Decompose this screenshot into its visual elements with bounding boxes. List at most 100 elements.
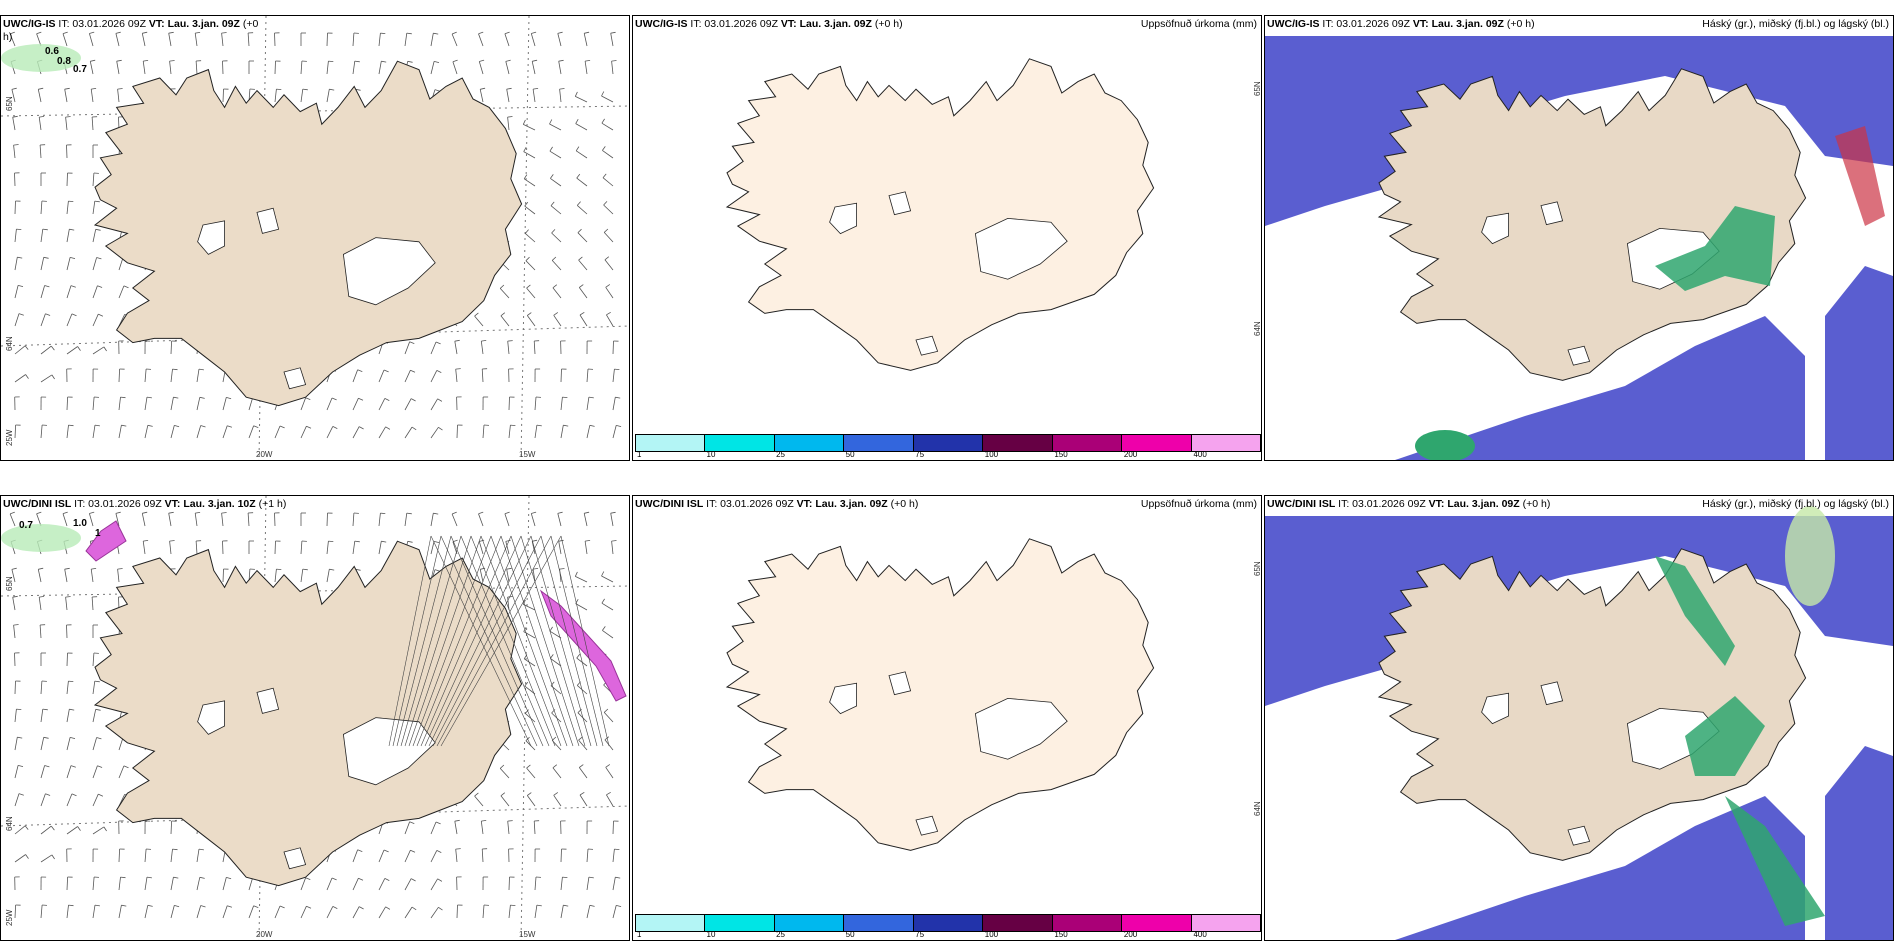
panel-header: UWC/DINI ISL IT: 03.01.2026 09Z VT: Lau.…: [635, 498, 918, 511]
contour-value-label: 1.0: [73, 518, 87, 529]
map-canvas: [725, 538, 1155, 851]
colorbar-ticks: 1 10 25 50 75 100 150 200 400: [635, 930, 1261, 940]
panel-bottom-right: UWC/DINI ISL IT: 03.01.2026 09Z VT: Lau.…: [1264, 495, 1894, 941]
colorbar-tick-label: 75: [915, 450, 925, 459]
glacier-2: [256, 207, 280, 234]
model-name: UWC/IG-IS: [1267, 18, 1320, 30]
colorbar-tick-label: 50: [845, 930, 855, 939]
precip-area: [1, 44, 81, 72]
colorbar-swatch: [1191, 435, 1260, 451]
colorbar-swatch: [1122, 435, 1192, 451]
panel-header: UWC/DINI ISL IT: 03.01.2026 09Z VT: Lau.…: [3, 498, 286, 511]
forecast-offset: (+1 h): [255, 498, 287, 510]
contour-value-label: 0.7: [73, 64, 87, 75]
colorbar-tick-label: 25: [776, 930, 786, 939]
colorbar-swatch: [636, 915, 706, 931]
colorbar-swatch: [774, 915, 845, 931]
glacier-4: [283, 847, 307, 870]
colorbar-tick-label: 50: [845, 450, 855, 459]
lon-label: 15W: [519, 450, 536, 459]
field-title: Háský (gr.), miðský (fj.bl.) og lágský (…: [1702, 18, 1889, 30]
mid-cloud-area: [1685, 696, 1765, 776]
glacier-3: [974, 697, 1068, 760]
model-name: UWC/IG-IS: [635, 18, 688, 30]
valid-time: VT: Lau. 3.jan. 09Z: [148, 18, 240, 30]
map-canvas: [1, 16, 629, 460]
lat-label: 64N: [1253, 321, 1262, 336]
glacier-3: [342, 717, 436, 786]
lon-label: 20W: [256, 930, 273, 939]
init-time: IT: 03.01.2026 09Z: [687, 18, 781, 30]
init-time: IT: 03.01.2026 09Z: [1335, 498, 1429, 510]
mid-cloud-streak: [1725, 796, 1825, 926]
glacier-4: [283, 367, 307, 390]
field-title: Uppsöfnuð úrkoma (mm): [1140, 498, 1257, 510]
forecast-offset: (+0 h): [1519, 498, 1551, 510]
lat-label: 25W: [5, 909, 14, 926]
low-cloud-area-south: [1395, 796, 1805, 940]
precip-colorbar: [635, 914, 1261, 932]
model-name: UWC/IG-IS: [3, 18, 56, 30]
glacier-2: [888, 671, 912, 696]
colorbar-swatch: [1052, 915, 1123, 931]
forecast-offset: (+0 h): [887, 498, 919, 510]
colorbar-swatch: [913, 435, 984, 451]
glacier-1: [197, 700, 226, 735]
lat-label: 64N: [1253, 801, 1262, 816]
low-cloud-area-south: [1395, 316, 1805, 460]
colorbar-tick-label: 75: [915, 930, 925, 939]
lat-label: 65N: [1253, 561, 1262, 576]
glacier-4: [915, 335, 939, 356]
colorbar-tick-label: 100: [984, 930, 999, 939]
init-time: IT: 03.01.2026 09Z: [71, 498, 165, 510]
precip-patch: [85, 520, 127, 562]
colorbar-tick-label: 10: [706, 930, 716, 939]
colorbar-tick-label: 400: [1193, 450, 1207, 459]
colorbar-swatch: [983, 435, 1053, 451]
glacier-4: [1567, 825, 1591, 846]
panel-header: UWC/IG-IS IT: 03.01.2026 09Z VT: Lau. 3.…: [3, 18, 258, 44]
glacier-2: [1540, 201, 1564, 226]
init-time: IT: 03.01.2026 09Z: [703, 498, 797, 510]
iceland-landmass: [1377, 68, 1807, 381]
iceland-landmass: [93, 60, 523, 407]
colorbar-swatch: [983, 915, 1053, 931]
forecast-offset-unit: h): [3, 31, 13, 43]
iceland-landmass: [93, 540, 523, 887]
glacier-1: [197, 220, 226, 255]
lat-label: 65N: [5, 576, 14, 591]
mid-cloud-area: [1655, 206, 1775, 291]
colorbar-swatch: [1052, 435, 1123, 451]
glacier-3: [342, 237, 436, 306]
colorbar-tick-label: 200: [1123, 930, 1138, 939]
valid-time: VT: Lau. 3.jan. 10Z: [164, 498, 256, 510]
lat-label: 25W: [5, 429, 14, 446]
lat-label: 65N: [1253, 81, 1262, 96]
iceland-landmass: [725, 58, 1155, 371]
colorbar-tick-label: 150: [1054, 450, 1068, 459]
lon-label: 15W: [519, 930, 536, 939]
panel-top-left: 65N 64N 25W 20W 15W 0.6 0.8 0.7 UWC/IG-IS IT: 03…: [0, 15, 630, 461]
high-precip-area: [1835, 126, 1885, 226]
contour-value-label: 1: [95, 528, 101, 539]
panel-header: UWC/IG-IS IT: 03.01.2026 09Z VT: Lau. 3.…: [1267, 18, 1535, 31]
mid-cloud-patch: [1415, 430, 1475, 460]
valid-time: VT: Lau. 3.jan. 09Z: [780, 18, 872, 30]
precip-band: [539, 589, 627, 702]
mid-cloud-band: [1655, 556, 1735, 666]
colorbar-tick-label: 100: [984, 450, 999, 459]
glacier-2: [888, 191, 912, 216]
glacier-4: [1567, 345, 1591, 366]
colorbar-tick-label: 400: [1193, 930, 1207, 939]
field-title: Háský (gr.), miðský (fj.bl.) og lágský (…: [1702, 498, 1889, 510]
precip-area: [1, 524, 81, 552]
lat-label: 65N: [5, 96, 14, 111]
glacier-1: [1481, 692, 1510, 725]
valid-time: VT: Lau. 3.jan. 09Z: [1428, 498, 1520, 510]
colorbar-swatch: [705, 435, 775, 451]
lon-label: 20W: [256, 450, 273, 459]
colorbar-swatch: [1122, 915, 1192, 931]
glacier-1: [829, 682, 858, 715]
map-canvas: [725, 58, 1155, 371]
field-title: Uppsöfnuð úrkoma (mm): [1140, 18, 1257, 30]
